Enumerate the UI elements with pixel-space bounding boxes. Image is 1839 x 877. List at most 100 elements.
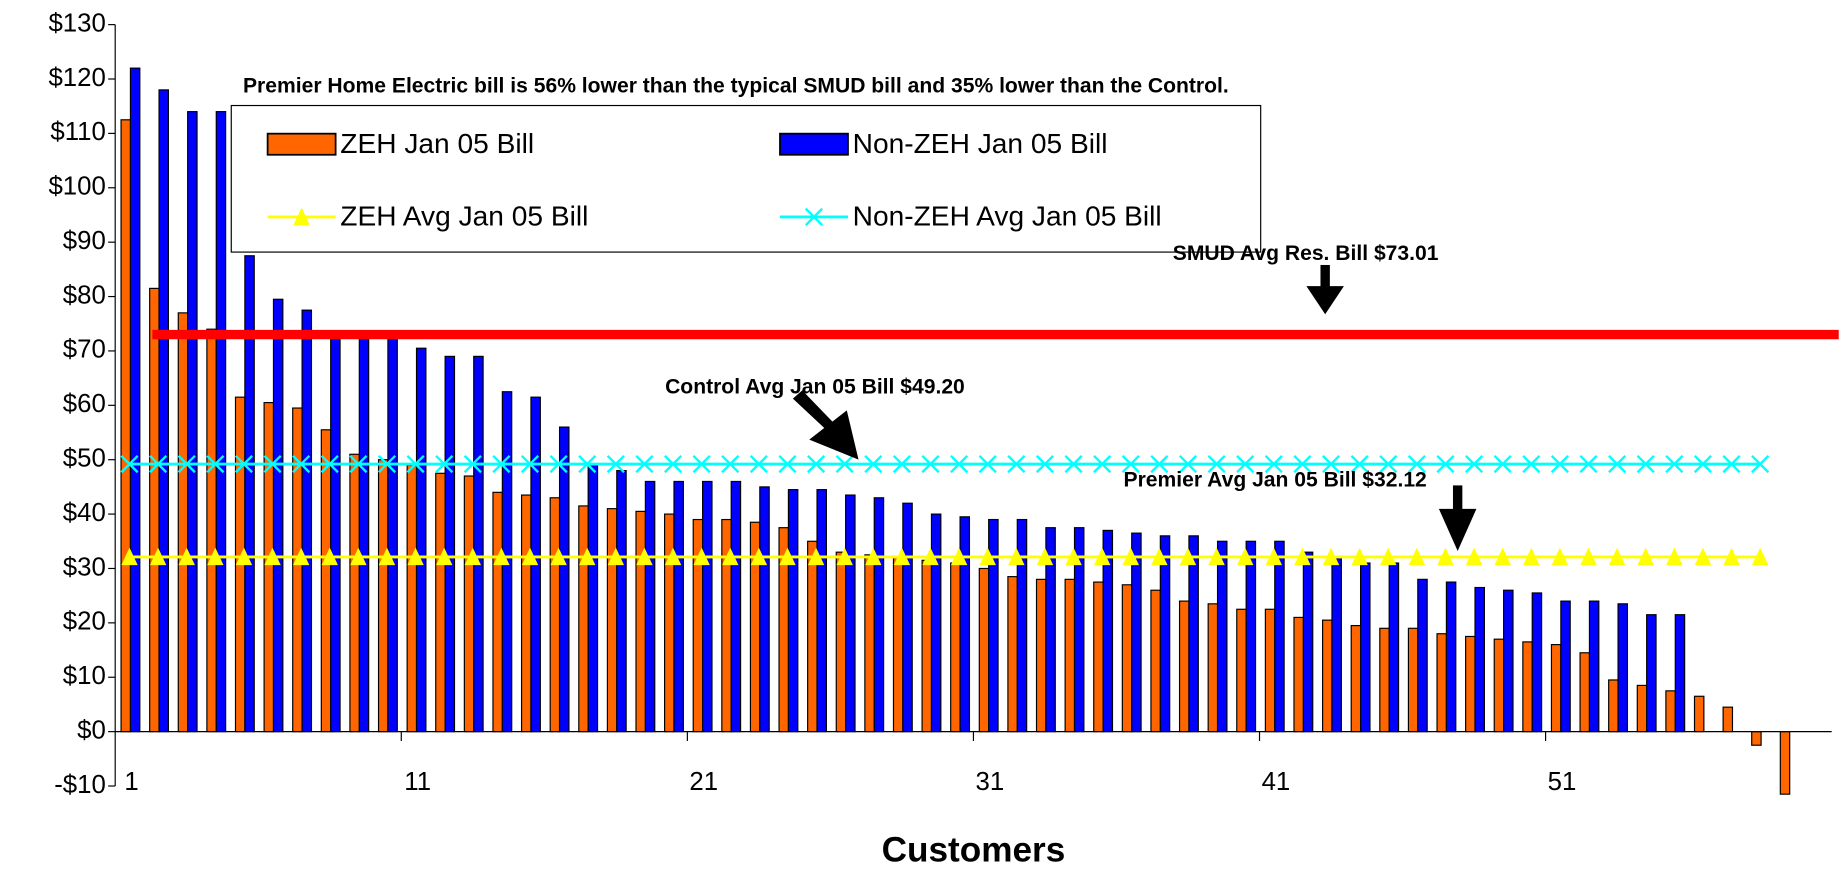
line-marker bbox=[1407, 455, 1426, 474]
line-marker bbox=[1522, 455, 1541, 474]
line-marker bbox=[1065, 547, 1082, 566]
bar bbox=[1474, 586, 1485, 733]
bar bbox=[177, 312, 189, 733]
bar bbox=[1245, 540, 1257, 733]
bar bbox=[1359, 562, 1371, 733]
line-marker bbox=[1580, 547, 1597, 566]
line-marker bbox=[1551, 547, 1569, 566]
legend-label: Non-ZEH Avg Jan 05 Bill bbox=[853, 201, 1162, 232]
bar bbox=[1779, 731, 1791, 795]
line-marker bbox=[1436, 455, 1455, 474]
line-marker bbox=[1666, 547, 1683, 566]
bar bbox=[1665, 690, 1676, 733]
line-marker bbox=[234, 455, 253, 474]
line-marker bbox=[804, 207, 824, 226]
bar bbox=[1674, 614, 1686, 733]
bar bbox=[473, 355, 484, 733]
bar bbox=[587, 464, 599, 733]
bar bbox=[1350, 624, 1362, 733]
line-marker bbox=[1264, 455, 1283, 474]
y-tick-label: $30 bbox=[63, 553, 106, 581]
line-marker bbox=[1093, 547, 1111, 566]
legend-box bbox=[230, 104, 1262, 253]
line-marker bbox=[292, 547, 310, 566]
legend-label: ZEH Jan 05 Bill bbox=[340, 128, 534, 159]
line-marker bbox=[464, 547, 481, 566]
bar bbox=[272, 298, 284, 733]
line-marker bbox=[263, 455, 282, 474]
line-marker bbox=[120, 455, 139, 474]
line-marker bbox=[1036, 547, 1054, 566]
bar bbox=[664, 513, 675, 733]
bar bbox=[1417, 578, 1428, 733]
bar bbox=[492, 491, 503, 733]
legend-swatch bbox=[779, 132, 849, 156]
line-marker bbox=[1008, 547, 1025, 566]
y-tick-label: $70 bbox=[63, 336, 106, 364]
annotation: Premier Avg Jan 05 Bill $32.12 bbox=[1124, 468, 1427, 491]
line-marker bbox=[1694, 547, 1712, 566]
line-marker bbox=[606, 455, 625, 474]
line-marker bbox=[406, 455, 425, 474]
line-marker bbox=[1437, 547, 1454, 566]
bar bbox=[816, 489, 827, 733]
bar bbox=[330, 334, 341, 733]
bar bbox=[1693, 695, 1705, 733]
x-tick-label: 51 bbox=[1548, 768, 1577, 796]
bar bbox=[1407, 627, 1419, 733]
line-marker bbox=[635, 455, 654, 474]
y-tick-label: $90 bbox=[63, 227, 106, 255]
y-tick-label: $40 bbox=[63, 499, 106, 527]
line-marker bbox=[1237, 547, 1254, 566]
annotation: SMUD Avg Res. Bill $73.01 bbox=[1173, 242, 1439, 265]
line-marker bbox=[1493, 455, 1512, 474]
y-tick-label: $20 bbox=[63, 608, 106, 636]
bar bbox=[1636, 684, 1648, 733]
line-marker bbox=[121, 547, 138, 566]
line-marker bbox=[578, 455, 597, 474]
line-marker bbox=[1608, 547, 1626, 566]
bar bbox=[129, 67, 141, 733]
arrow bbox=[792, 390, 859, 460]
bar bbox=[1274, 540, 1285, 733]
line-marker bbox=[807, 455, 826, 474]
bar bbox=[215, 111, 227, 733]
bar bbox=[873, 497, 885, 733]
legend: ZEH Jan 05 Bill Non-ZEH Jan 05 Bill ZEH Av… bbox=[266, 128, 1162, 232]
bar bbox=[1322, 619, 1333, 733]
line-marker bbox=[1293, 455, 1312, 474]
line-marker bbox=[1723, 547, 1740, 566]
bar bbox=[730, 480, 742, 733]
bar bbox=[1178, 600, 1190, 733]
line-marker bbox=[1465, 547, 1483, 566]
bar bbox=[1646, 614, 1657, 733]
bar bbox=[1531, 592, 1543, 733]
line-marker bbox=[950, 455, 969, 474]
line-marker bbox=[921, 455, 940, 474]
line-marker bbox=[749, 455, 768, 474]
bar bbox=[435, 472, 446, 733]
bar bbox=[549, 497, 561, 733]
bar bbox=[644, 480, 656, 733]
legend-label: ZEH Avg Jan 05 Bill bbox=[340, 201, 588, 232]
x-axis-title: Customers bbox=[882, 831, 1066, 870]
line-marker bbox=[321, 547, 338, 566]
line-marker bbox=[1035, 455, 1054, 474]
bar bbox=[1302, 551, 1314, 733]
bar bbox=[673, 480, 684, 733]
bar bbox=[1188, 535, 1199, 733]
bar bbox=[1216, 540, 1228, 733]
line-marker bbox=[693, 547, 710, 566]
line-marker bbox=[520, 455, 540, 474]
bar bbox=[1493, 638, 1505, 733]
bar bbox=[902, 502, 913, 733]
line-marker bbox=[235, 547, 253, 566]
line-marker bbox=[493, 547, 510, 566]
y-tick-label: $0 bbox=[77, 716, 106, 744]
annotation: Control Avg Jan 05 Bill $49.20 bbox=[665, 376, 965, 399]
line-marker bbox=[1294, 547, 1311, 566]
bar bbox=[1064, 578, 1076, 733]
bar bbox=[301, 309, 313, 733]
bar bbox=[349, 453, 360, 733]
x-tick-label: 21 bbox=[689, 768, 718, 796]
